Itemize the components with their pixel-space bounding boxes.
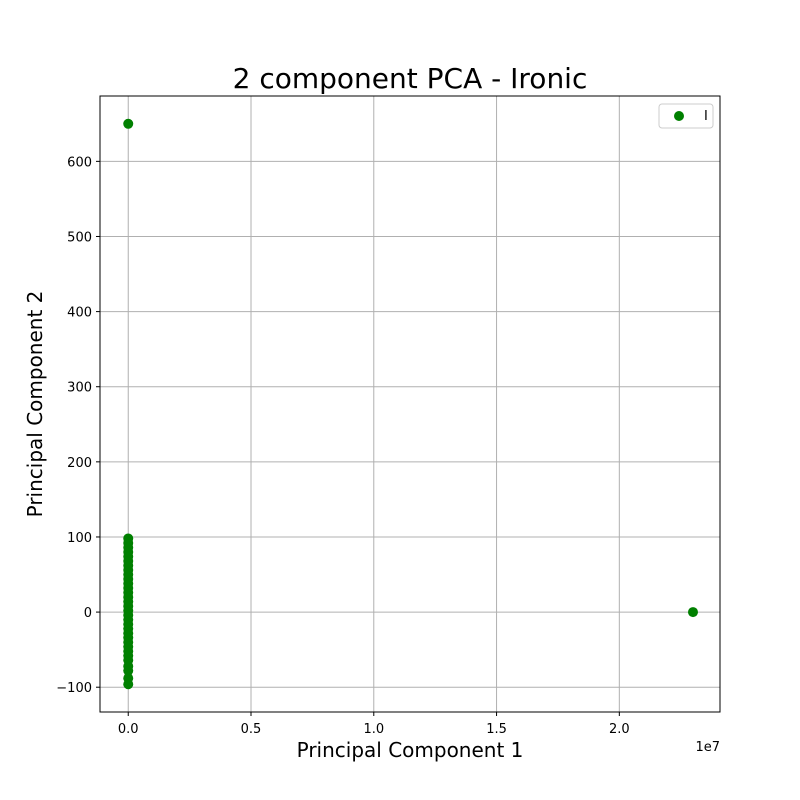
x-tick-label: 0.5 xyxy=(241,722,262,737)
chart-title: 2 component PCA - Ironic xyxy=(233,62,588,95)
data-point xyxy=(687,607,698,618)
data-point xyxy=(123,665,134,676)
y-tick-label: −100 xyxy=(56,681,92,696)
x-tick-label: 0.0 xyxy=(118,722,139,737)
y-tick-label: 300 xyxy=(67,381,92,396)
x-tick-label: 1.0 xyxy=(363,722,384,737)
x-axis-label: Principal Component 1 xyxy=(297,738,524,762)
legend-label: I xyxy=(704,109,708,124)
legend: I xyxy=(658,103,714,129)
grid xyxy=(100,96,720,712)
x-tick-label: 2.0 xyxy=(609,722,630,737)
x-tick-label: 1.5 xyxy=(486,722,507,737)
y-tick-label: 600 xyxy=(67,155,92,170)
data-point xyxy=(123,679,134,690)
y-tick-label: 200 xyxy=(67,456,92,471)
legend-box xyxy=(658,103,714,129)
x-axis-offset-label: 1e7 xyxy=(695,740,720,755)
y-tick-label: 400 xyxy=(67,306,92,321)
data-point xyxy=(123,118,134,129)
plot-area-frame xyxy=(99,95,721,713)
legend-marker xyxy=(674,111,684,121)
axis-ticks: 0.0 0.5 1.0 1.5 2.0 −100 0 100 200 300 400 500 600 xyxy=(56,155,629,737)
y-axis-label: Principal Component 2 xyxy=(23,291,47,518)
y-tick-label: 0 xyxy=(84,606,92,621)
data-points xyxy=(123,118,698,690)
y-tick-label: 100 xyxy=(67,531,92,546)
y-tick-label: 500 xyxy=(67,230,92,245)
